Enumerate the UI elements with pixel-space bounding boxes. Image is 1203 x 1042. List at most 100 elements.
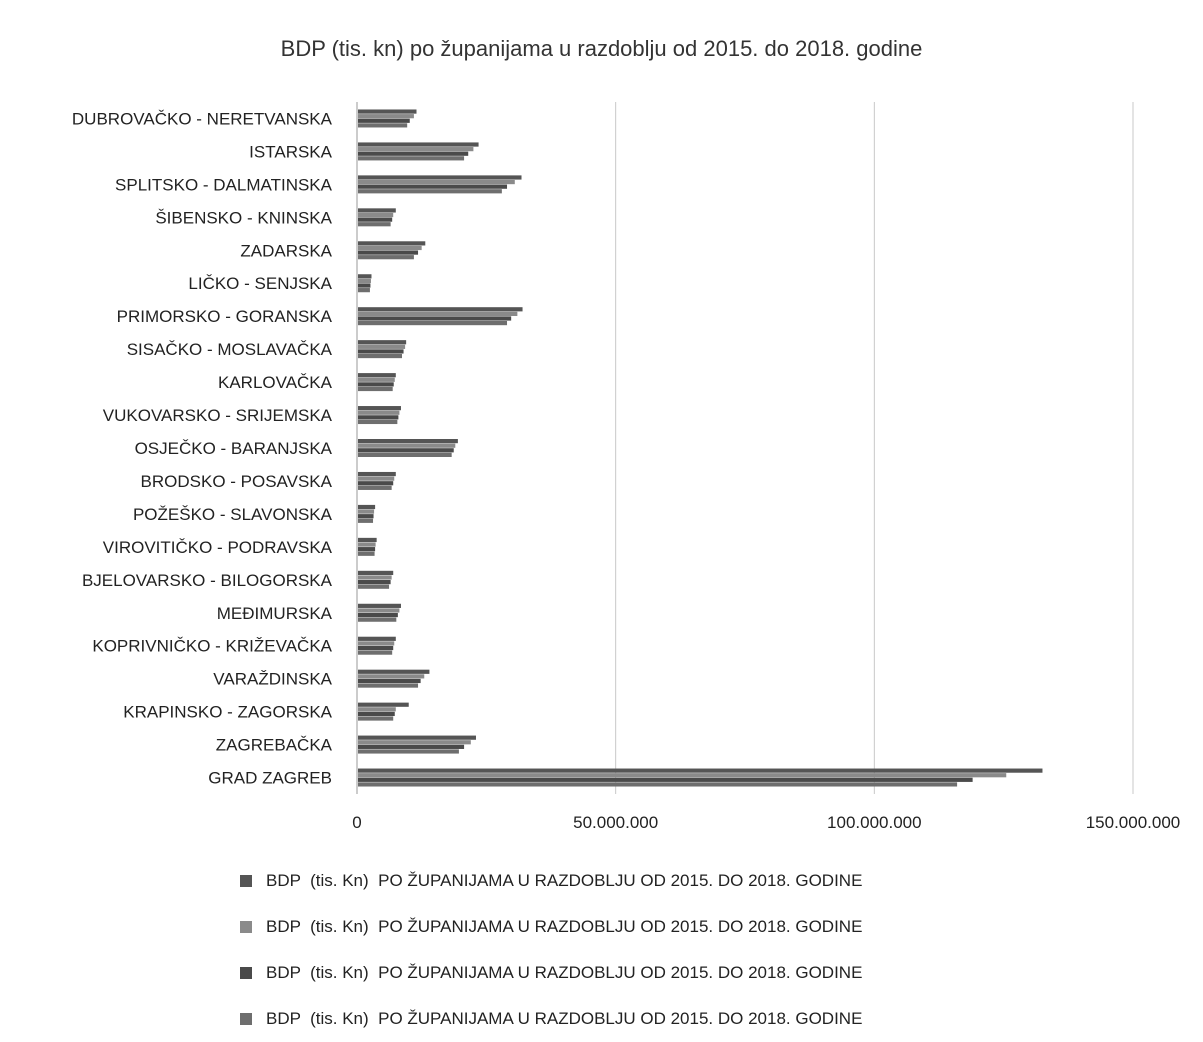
bar [358, 683, 419, 688]
bar [358, 278, 371, 284]
legend-label: BDP (tis. Kn) PO ŽUPANIJAMA U RAZDOBLJU … [266, 917, 863, 936]
bar [358, 551, 375, 556]
bar [358, 603, 401, 608]
category-label: ŠIBENSKO - KNINSKA [155, 208, 332, 227]
bar [358, 109, 417, 114]
legend-label: BDP (tis. Kn) PO ŽUPANIJAMA U RAZDOBLJU … [266, 1009, 863, 1028]
bar [358, 147, 474, 152]
bar [358, 448, 454, 453]
bar [358, 340, 407, 345]
bar [358, 439, 458, 444]
category-label: KARLOVAČKA [218, 373, 333, 392]
category-label: BRODSKO - POSAVSKA [141, 472, 333, 491]
bar [358, 768, 1043, 773]
bar [358, 570, 394, 576]
bar [358, 612, 398, 618]
bar [358, 307, 523, 312]
bar [358, 716, 394, 721]
legend-swatch [240, 1013, 252, 1025]
bar [358, 217, 393, 222]
bar [358, 476, 395, 481]
bar [358, 175, 522, 180]
bar [358, 504, 376, 510]
bar [358, 669, 430, 674]
bar [358, 744, 465, 749]
category-label: KRAPINSKO - ZAGORSKA [123, 703, 332, 722]
category-label: GRAD ZAGREB [208, 769, 332, 788]
bar [358, 707, 396, 712]
bar [358, 608, 400, 613]
x-tick-label: 100.000.000 [827, 813, 922, 832]
bar [358, 189, 502, 194]
bar [358, 452, 452, 457]
bar [358, 208, 396, 213]
bar [358, 636, 396, 641]
bar [358, 311, 518, 316]
category-label: VUKOVARSKO - SRIJEMSKA [103, 406, 333, 425]
bar [358, 373, 396, 378]
bar [358, 353, 403, 359]
legend-swatch [240, 875, 252, 887]
bar [358, 179, 515, 185]
category-label: KOPRIVNIČKO - KRIŽEVAČKA [92, 637, 332, 656]
bar [358, 212, 394, 218]
bar [358, 382, 394, 387]
bar [358, 735, 476, 740]
bar [358, 782, 958, 787]
bar [358, 542, 376, 547]
bar [358, 118, 410, 123]
category-label: SISAČKO - MOSLAVAČKA [127, 340, 333, 359]
legend-swatch [240, 967, 252, 979]
bar [358, 443, 456, 448]
bar [358, 123, 408, 128]
x-tick-label: 0 [352, 813, 361, 832]
legend-item: BDP (tis. Kn) PO ŽUPANIJAMA U RAZDOBLJU … [240, 858, 862, 904]
bar [358, 547, 376, 552]
legend-item: BDP (tis. Kn) PO ŽUPANIJAMA U RAZDOBLJU … [240, 950, 862, 996]
bar [358, 114, 414, 119]
category-label: POŽEŠKO - SLAVONSKA [133, 505, 333, 524]
bar [358, 711, 395, 717]
bar [358, 518, 374, 523]
bar [358, 344, 406, 349]
bar [358, 509, 375, 514]
legend-swatch [240, 921, 252, 933]
category-label: DUBROVAČKO - NERETVANSKA [72, 109, 333, 128]
bar-chart-plot: 0 50.000.000 100.000.000 150.000.000 DUBROVA… [72, 102, 1180, 832]
category-label: ZADARSKA [240, 241, 332, 260]
legend-item: BDP (tis. Kn) PO ŽUPANIJAMA U RAZDOBLJU … [240, 996, 862, 1042]
bar [358, 777, 973, 782]
bar [358, 184, 508, 189]
bar [358, 641, 395, 646]
bar [358, 410, 400, 415]
legend-item: BDP (tis. Kn) PO ŽUPANIJAMA U RAZDOBLJU … [240, 904, 862, 950]
chart-title: BDP (tis. kn) po županijama u razdoblju … [280, 36, 923, 61]
bar [358, 320, 508, 326]
category-label: VARAŽDINSKA [213, 670, 332, 689]
bar [358, 283, 371, 288]
bar [358, 617, 397, 622]
bar [358, 250, 419, 255]
bar [358, 349, 404, 354]
category-label: BJELOVARSKO - BILOGORSKA [82, 571, 333, 590]
bar [358, 584, 390, 589]
category-label: SPLITSKO - DALMATINSKA [115, 175, 333, 194]
bar [358, 419, 398, 425]
bar [358, 406, 401, 411]
bar [358, 386, 393, 392]
bar [358, 580, 391, 585]
bar [358, 678, 421, 684]
bar [358, 749, 459, 754]
bar [358, 702, 409, 707]
category-label: ISTARSKA [249, 142, 332, 161]
category-label: LIČKO - SENJSKA [188, 274, 332, 293]
bar [358, 481, 394, 486]
bar [358, 575, 392, 580]
category-label: PRIMORSKO - GORANSKA [117, 307, 333, 326]
legend-label: BDP (tis. Kn) PO ŽUPANIJAMA U RAZDOBLJU … [266, 963, 863, 982]
category-label: OSJEČKO - BARANJSKA [135, 439, 333, 458]
bar [358, 245, 422, 251]
category-label: MEĐIMURSKA [217, 604, 333, 623]
bar [358, 241, 426, 246]
